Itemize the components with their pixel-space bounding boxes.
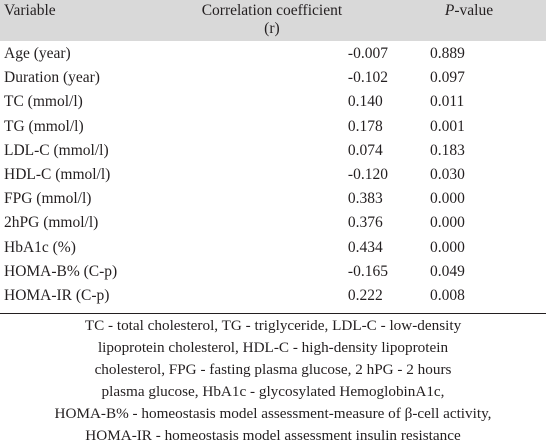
table-row: HDL-C (mmol/l) -0.120 0.030: [0, 161, 546, 187]
cell-correlation: -0.120: [151, 161, 392, 187]
cell-correlation: -0.007: [151, 40, 392, 66]
cell-correlation: 0.383: [151, 186, 392, 211]
footnote-line: HOMA-B% - homeostasis model assessment-m…: [54, 405, 492, 422]
cell-pvalue: 0.030: [391, 161, 546, 187]
cell-pvalue: 0.008: [391, 282, 546, 308]
table-row: LDL-C (mmol/l) 0.074 0.183: [0, 137, 546, 163]
cell-pvalue: 0.001: [391, 113, 546, 139]
table-row: FPG (mmol/l) 0.383 0.000: [0, 186, 546, 211]
correlation-table: Variable Correlation coefficient (r) P-v…: [0, 0, 546, 308]
cell-variable: LDL-C (mmol/l): [0, 137, 152, 163]
cell-variable: HbA1c (%): [0, 234, 152, 260]
table-bottom-rule: [0, 313, 546, 314]
table-row: TG (mmol/l) 0.178 0.001: [0, 113, 546, 139]
table-row: HbA1c (%) 0.434 0.000: [0, 234, 546, 260]
table-row: HOMA-B% (C-p) -0.165 0.049: [0, 258, 546, 284]
cell-correlation: 0.376: [151, 210, 392, 235]
table-row: 2hPG (mmol/l) 0.376 0.000: [0, 210, 546, 235]
table-footnote: TC - total cholesterol, TG - triglycerid…: [0, 315, 546, 447]
cell-variable: HOMA-B% (C-p): [0, 258, 152, 284]
cell-variable: TG (mmol/l): [0, 113, 152, 139]
cell-variable: HDL-C (mmol/l): [0, 161, 152, 187]
table-header: Variable Correlation coefficient (r) P-v…: [0, 0, 546, 42]
cell-variable: HOMA-IR (C-p): [0, 282, 152, 308]
cell-pvalue: 0.011: [391, 89, 546, 115]
cell-pvalue: 0.000: [391, 234, 546, 260]
cell-pvalue: 0.049: [391, 258, 546, 284]
footnote-line: lipoprotein cholesterol, HDL-C - high-de…: [97, 339, 449, 356]
header-pvalue-suffix: -value: [454, 2, 494, 19]
table-row: Age (year) -0.007 0.889: [0, 40, 546, 66]
footnote-line: HOMA-IR - homeostasis model assessment i…: [85, 427, 461, 444]
cell-pvalue: 0.889: [391, 40, 546, 66]
footnote-line: TC - total cholesterol, TG - triglycerid…: [84, 317, 462, 334]
cell-correlation: 0.140: [151, 89, 392, 115]
cell-correlation: 0.178: [151, 113, 392, 139]
cell-variable: 2hPG (mmol/l): [0, 210, 152, 235]
cell-variable: TC (mmol/l): [0, 89, 152, 115]
cell-pvalue: 0.000: [391, 186, 546, 211]
cell-correlation: -0.102: [151, 65, 392, 90]
header-pvalue: P-value: [392, 0, 546, 42]
cell-variable: Age (year): [0, 40, 152, 66]
header-row: Variable Correlation coefficient (r) P-v…: [0, 0, 546, 42]
cell-variable: Duration (year): [0, 65, 152, 90]
cell-correlation: 0.222: [151, 282, 392, 308]
header-pvalue-letter: P: [444, 2, 455, 19]
table-row: HOMA-IR (C-p) 0.222 0.008: [0, 282, 546, 308]
footnote-line: cholesterol, FPG - fasting plasma glucos…: [94, 361, 452, 378]
table-body: Age (year) -0.007 0.889 Duration (year) …: [0, 40, 546, 308]
cell-variable: FPG (mmol/l): [0, 186, 152, 211]
cell-correlation: 0.434: [151, 234, 392, 260]
cell-pvalue: 0.000: [391, 210, 546, 235]
header-correlation-line2: (r): [264, 20, 280, 37]
cell-correlation: 0.074: [151, 137, 392, 163]
header-variable: Variable: [4, 2, 56, 19]
cell-pvalue: 0.097: [391, 65, 546, 90]
table-row: Duration (year) -0.102 0.097: [0, 65, 546, 90]
header-correlation: Correlation coefficient (r): [152, 0, 392, 42]
header-correlation-line1: Correlation coefficient: [201, 2, 343, 19]
table-row: TC (mmol/l) 0.140 0.011: [0, 89, 546, 115]
cell-correlation: -0.165: [151, 258, 392, 284]
footnote-line: plasma glucose, HbA1c - glycosylated Hem…: [101, 383, 445, 400]
cell-pvalue: 0.183: [391, 137, 546, 163]
